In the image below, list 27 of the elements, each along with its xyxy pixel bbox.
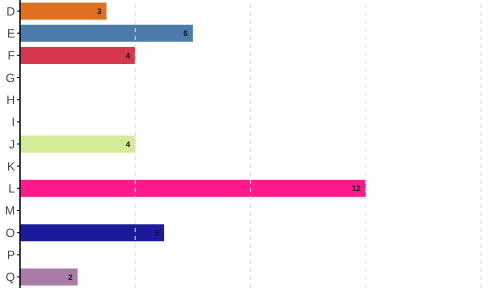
y-tick-label: D — [6, 4, 16, 18]
data-label: 3 — [96, 7, 102, 16]
bar — [20, 224, 164, 242]
data-label: 5 — [154, 228, 160, 238]
y-tick-label: I — [12, 115, 15, 130]
bar — [20, 268, 78, 286]
bar — [20, 2, 106, 20]
y-tick-label: L — [8, 182, 16, 196]
y-tick-label: K — [6, 159, 15, 174]
data-label: 2 — [68, 272, 74, 282]
data-label: 4 — [126, 140, 131, 149]
y-tick-label: O — [6, 226, 15, 240]
data-label: 12 — [352, 184, 362, 194]
bar — [20, 24, 193, 42]
bar — [20, 180, 366, 197]
data-label: 6 — [183, 29, 188, 38]
data-label: 4 — [126, 51, 131, 60]
y-tick-label: M — [5, 204, 15, 218]
y-tick-label: F — [8, 48, 15, 63]
bar — [20, 46, 136, 64]
bar — [20, 136, 136, 153]
y-tick-label: H — [6, 92, 15, 107]
y-tick-label: G — [6, 70, 15, 85]
y-tick-label: J — [9, 137, 15, 152]
y-tick-label: Q — [6, 270, 15, 284]
y-tick-label: E — [6, 26, 15, 40]
y-tick-label: P — [6, 248, 15, 262]
